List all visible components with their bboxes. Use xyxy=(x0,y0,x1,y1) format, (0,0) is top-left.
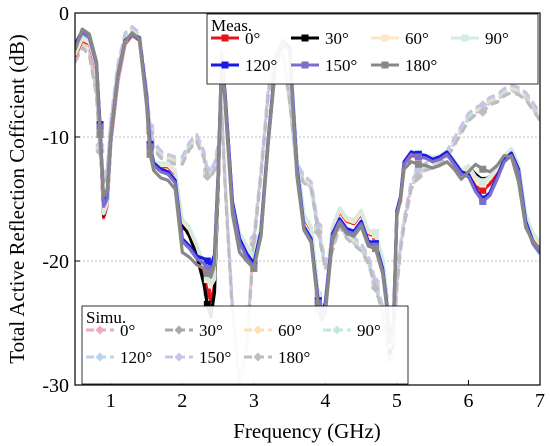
series-layer xyxy=(75,25,540,385)
axis-ticks: 1 2 3 4 5 6 7 0 -10 -20 -30 xyxy=(42,3,545,412)
data-point xyxy=(479,186,487,194)
legend-marker xyxy=(381,34,389,42)
legend-label: 180° xyxy=(278,348,310,367)
data-point xyxy=(479,178,487,186)
legend-marker xyxy=(95,325,105,335)
data-point xyxy=(203,269,211,277)
data-point xyxy=(203,257,211,265)
data-point xyxy=(414,153,422,161)
legend-box xyxy=(206,13,539,85)
data-point xyxy=(478,100,488,110)
x-tick-label: 4 xyxy=(320,390,330,412)
data-point xyxy=(371,245,379,253)
data-point xyxy=(313,227,323,237)
series-line xyxy=(75,27,540,345)
data-point xyxy=(478,107,488,117)
data-point xyxy=(414,160,422,168)
legend-marker xyxy=(332,325,342,335)
x-tick-label: 6 xyxy=(463,390,473,412)
legend-marker xyxy=(461,34,469,42)
legend-marker xyxy=(95,352,105,362)
data-point xyxy=(203,288,211,296)
x-tick-label: 3 xyxy=(249,390,259,412)
legend-measured: Meas.0° 30° 60° 90° 120° 150° 180° xyxy=(206,13,539,85)
legend-label: 60° xyxy=(405,29,429,48)
legend-label: 120° xyxy=(120,348,152,367)
x-tick-label: 7 xyxy=(535,390,545,412)
legend-marker xyxy=(174,325,184,335)
data-point xyxy=(371,228,379,236)
data-point xyxy=(203,273,211,281)
data-point xyxy=(96,131,104,139)
data-point xyxy=(370,283,380,293)
legend-label: 90° xyxy=(485,29,509,48)
legend-label: 180° xyxy=(405,56,437,75)
data-point xyxy=(203,300,211,308)
data-point xyxy=(202,172,212,182)
data-point xyxy=(250,264,258,272)
y-tick-label: -30 xyxy=(42,375,69,397)
legend-marker xyxy=(253,352,263,362)
legend-simulated: Simu.0° 30° 60° 90° 120° 150° 180° xyxy=(81,305,409,385)
data-point xyxy=(203,264,211,272)
legend-marker xyxy=(221,61,229,69)
plot-frame xyxy=(74,12,541,386)
legend-marker xyxy=(301,34,309,42)
y-tick-label: -10 xyxy=(42,127,69,149)
legend-label: 120° xyxy=(245,56,277,75)
legend-title: Meas. xyxy=(211,16,252,35)
y-axis-label: Total Active Reflection Cofficient (dB) xyxy=(5,34,29,363)
x-tick-label: 2 xyxy=(177,390,187,412)
y-tick-label: 0 xyxy=(59,3,69,25)
x-tick-label: 1 xyxy=(106,390,116,412)
data-point xyxy=(413,172,423,182)
y-tick-label: -20 xyxy=(42,251,69,273)
legend-marker xyxy=(381,61,389,69)
data-point xyxy=(146,150,154,158)
legend-label: 60° xyxy=(278,321,302,340)
data-point xyxy=(479,197,487,205)
legend-label: 30° xyxy=(199,321,223,340)
legend-marker xyxy=(253,325,263,335)
legend-label: 150° xyxy=(325,56,357,75)
x-tick-label: 5 xyxy=(392,390,402,412)
legend-label: 150° xyxy=(199,348,231,367)
legend-marker xyxy=(301,61,309,69)
legend-box xyxy=(81,305,409,385)
data-point xyxy=(479,165,487,173)
legend-label: 0° xyxy=(120,321,135,340)
legend-label: 30° xyxy=(325,29,349,48)
legend-label: 0° xyxy=(245,29,260,48)
legend-label: 90° xyxy=(357,321,381,340)
x-axis-label: Frequency (GHz) xyxy=(233,419,381,443)
legend-title: Simu. xyxy=(86,308,126,327)
legend-marker xyxy=(221,34,229,42)
legend-marker xyxy=(174,352,184,362)
